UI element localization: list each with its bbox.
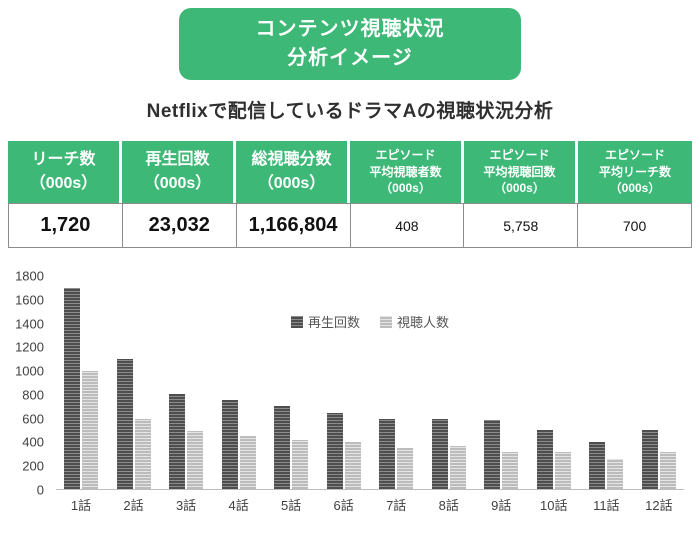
bar-viewers [502,452,519,489]
bar-viewers [397,447,414,489]
x-category-label: 1話 [70,498,92,513]
legend-swatch-dark [290,315,303,328]
x-category-label: 2話 [123,498,144,513]
y-tick-label: 200 [22,458,44,474]
y-tick-label: 0 [36,482,44,498]
bar-viewers [82,370,98,489]
bar-chart: 0 200 400 600 800 1000 1200 1400 1600 1800 再生回数 視… [10,269,686,516]
x-category-label: 10話 [540,498,568,513]
legend-swatch-light [380,315,392,328]
summary-table: リーチ数 （000s） 再生回数 （000s） 総視聴分数 （000s） エピソ… [8,141,692,248]
bar-group: 6話 [326,276,361,513]
table-header-avg-plays: エピソード 平均視聴回数 （000s） [464,141,578,203]
bar-group: 11話 [589,276,624,513]
banner-line-2: 分析イメージ [287,47,413,69]
bar-plays [431,419,448,489]
table-value-avg-plays: 5,758 [464,203,579,248]
bar-plays [484,420,501,489]
summary-table-value-row: 1,720 23,032 1,166,804 408 5,758 700 [8,203,692,248]
table-header-avg-viewers: エピソード 平均視聴者数 （000s） [350,141,464,203]
bar-group: 3話 [169,276,204,513]
y-tick-label: 1800 [15,268,44,284]
y-tick-label: 1600 [15,292,44,308]
y-tick-label: 1200 [15,339,44,355]
bar-viewers [344,441,361,489]
bar-plays [589,441,606,489]
bar-viewers [659,452,676,489]
bar-group: 4話 [221,276,256,513]
table-value-plays: 23,032 [122,203,237,248]
table-value-total-minutes: 1,166,804 [236,203,351,248]
header-banner: コンテンツ視聴状況 分析イメージ [179,8,521,80]
x-category-label: 8話 [438,498,459,513]
bar-groups: 1話 2話 3話 4話 5話 6話 7話 8話 9話 10話 11話 12話 [56,276,684,513]
page-title: Netflixで配信しているドラマAの視聴状況分析 [146,101,554,122]
x-category-label: 11話 [593,498,620,513]
y-tick-label: 400 [22,434,44,450]
bar-plays [169,394,186,489]
legend-label-viewers: 視聴人数 [397,315,450,330]
bar-viewers [449,446,466,489]
bar-plays [221,400,238,489]
table-value-avg-viewers: 408 [350,203,465,248]
bar-group: 12話 [641,276,676,513]
y-tick-label: 1000 [15,363,44,379]
bar-plays [274,406,291,489]
bar-plays [536,429,553,489]
bar-viewers [607,459,624,489]
summary-table-header-row: リーチ数 （000s） 再生回数 （000s） 総視聴分数 （000s） エピソ… [8,141,692,203]
table-header-total-minutes: 総視聴分数 （000s） [236,141,350,203]
x-category-label: 12話 [645,498,673,513]
bar-viewers [292,440,309,489]
table-header-reach: リーチ数 （000s） [8,141,122,203]
legend-label-plays: 再生回数 [307,315,360,330]
bar-plays [379,419,396,489]
x-category-label: 5話 [281,498,302,513]
bar-viewers [239,435,256,489]
bar-group: 7話 [379,276,414,513]
table-header-plays: 再生回数 （000s） [122,141,236,203]
x-category-label: 7話 [386,498,407,513]
table-value-avg-reach: 700 [578,203,692,248]
bar-group: 1話 [64,276,98,513]
table-header-avg-reach: エピソード 平均リーチ数 （000s） [578,141,692,203]
y-axis: 0 200 400 600 800 1000 1200 1400 1600 1800 [10,269,50,498]
x-category-label: 9話 [491,498,512,513]
table-value-reach: 1,720 [9,203,123,248]
y-tick-label: 1400 [15,316,44,332]
bar-plays [326,413,343,489]
bar-group: 10話 [536,276,571,513]
banner-line-1: コンテンツ視聴状況 [255,18,445,40]
bar-plays [116,358,133,489]
bar-plays [64,287,80,489]
bar-group: 5話 [274,276,309,513]
chart-legend: 再生回数 視聴人数 [290,312,449,331]
bar-group: 9話 [484,276,519,513]
plot-area: 再生回数 視聴人数 1話 2話 3話 4話 5話 6話 7話 8話 9話 10話 11話 12話 [56,276,684,513]
bar-group: 2話 [116,276,151,513]
legend-item-plays: 再生回数 [290,312,360,331]
x-category-label: 6話 [333,498,354,513]
bar-plays [641,429,658,489]
bar-viewers [134,419,151,489]
y-tick-label: 800 [22,387,44,403]
y-tick-label: 600 [22,411,44,427]
x-category-label: 4話 [228,498,249,513]
x-category-label: 3話 [175,498,197,513]
bar-viewers [187,431,204,489]
bar-group: 8話 [431,276,466,513]
legend-item-viewers: 視聴人数 [380,312,449,331]
bar-viewers [554,452,571,489]
